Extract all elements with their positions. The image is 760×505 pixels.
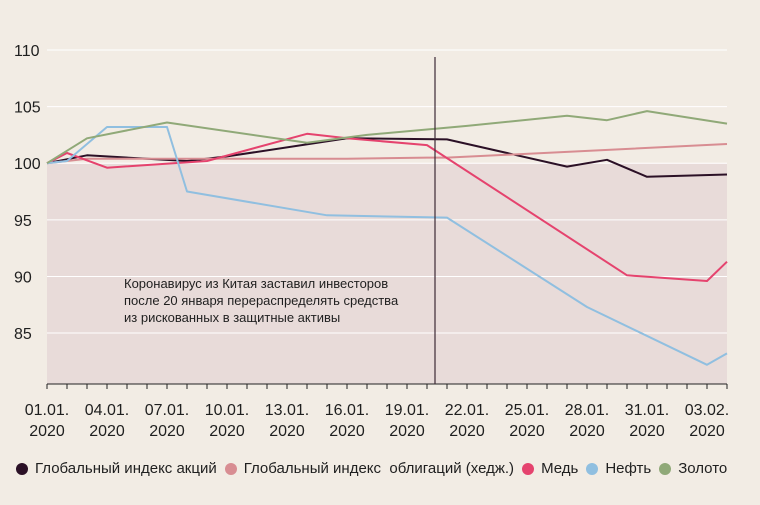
legend-marker (522, 462, 535, 475)
y-tick-label: 85 (14, 326, 32, 343)
shaded-region (47, 163, 727, 384)
y-tick-label: 105 (14, 100, 41, 117)
legend-item: Медь (522, 460, 578, 477)
legend-label: Нефть (605, 460, 652, 477)
annotation: Коронавирус из Китая заставил инвесторов… (124, 276, 399, 325)
legend-label: Глобальный индекс акций (35, 460, 217, 477)
legend-item: Глобальный индекс облигаций (хедж.) (224, 460, 515, 477)
legend-marker (16, 462, 28, 475)
series-line-3 (46, 132, 728, 282)
legend-marker (659, 462, 672, 475)
x-tick-label: 31.01. 2020 (625, 402, 669, 440)
legend-label: Медь (541, 460, 579, 477)
legend: Глобальный индекс акций Глобальный индекс… (16, 460, 735, 477)
x-tick-label: 04.01. 2020 (85, 402, 129, 440)
legend-item: Золото (659, 460, 727, 477)
y-tick-label: 95 (14, 213, 32, 230)
x-tick-label: 19.01. 2020 (385, 402, 429, 440)
x-tick-label: 16.01. 2020 (325, 402, 369, 440)
series-line-2 (46, 143, 728, 165)
x-tick-label: 28.01. 2020 (565, 402, 609, 440)
legend-item: Нефть (586, 460, 651, 477)
y-tick-label: 90 (14, 269, 32, 286)
x-tick-label: 13.01. 2020 (265, 402, 309, 440)
x-tick-label: 10.01. 2020 (205, 402, 249, 440)
x-tick-label: 01.01. 2020 (25, 402, 69, 440)
legend-label: Глобальный индекс облигаций (хедж.) (243, 460, 515, 477)
x-tick-label: 07.01. 2020 (145, 402, 189, 440)
x-tick-label: 25.01. 2020 (505, 402, 549, 440)
x-tick-label: 22.01. 2020 (445, 402, 489, 440)
legend-label: Золото (678, 460, 728, 477)
y-tick-label: 100 (14, 156, 41, 173)
series-line-5 (46, 110, 728, 165)
legend-item: Глобальный индекс акций (16, 460, 217, 477)
y-tick-label: 110 (14, 43, 40, 60)
legend-marker (586, 462, 599, 475)
x-tick-label: 03.02. 2020 (685, 402, 729, 440)
legend-marker (224, 462, 237, 475)
series-line-4 (46, 126, 728, 366)
